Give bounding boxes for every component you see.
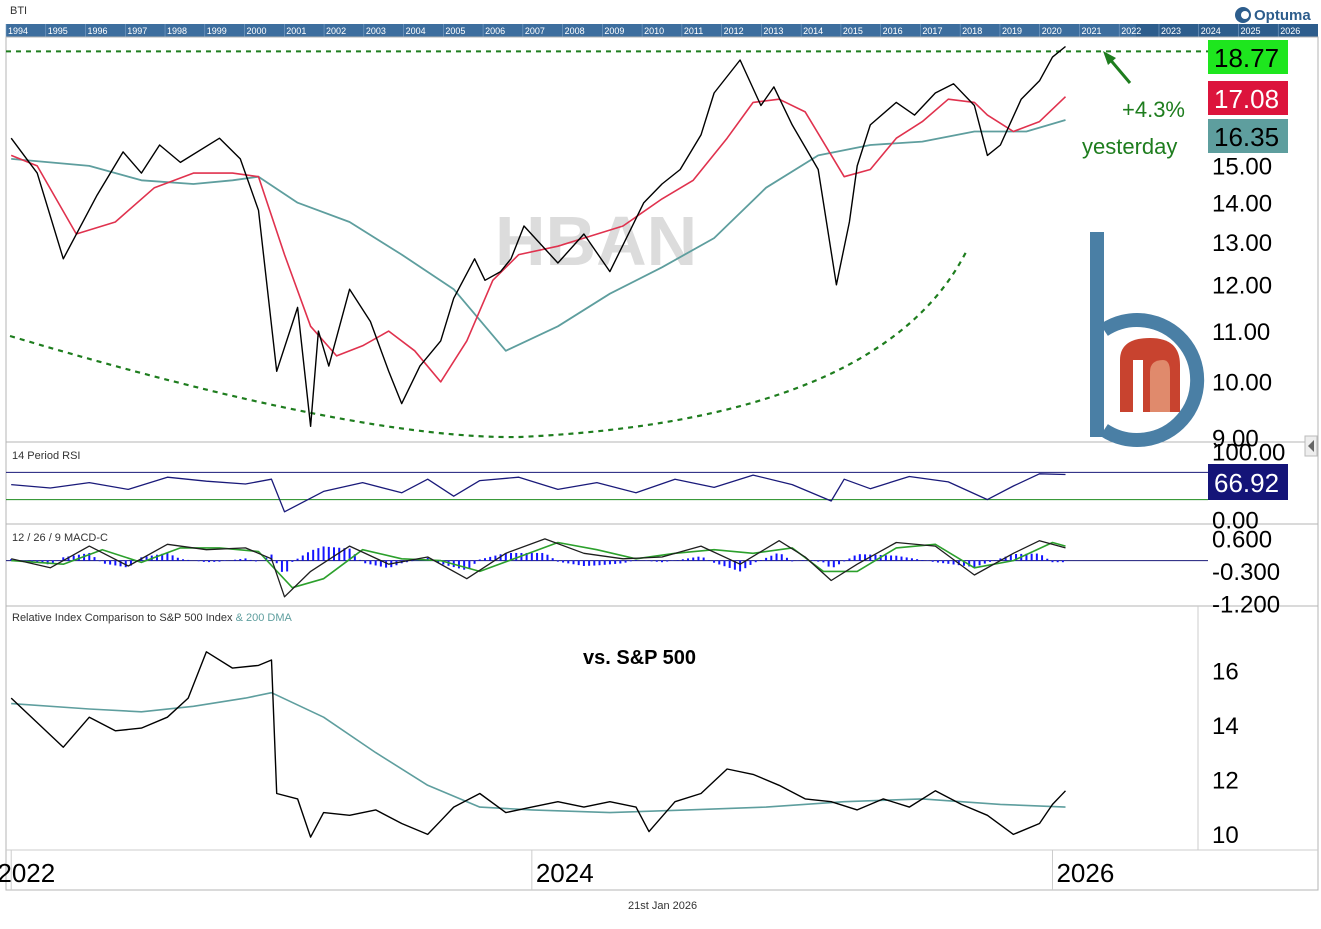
timeline-year: 2015	[843, 26, 863, 36]
rsi-label: 14 Period RSI	[12, 450, 80, 462]
timeline-year: 2025	[1240, 26, 1260, 36]
watermark: HBAN	[495, 202, 697, 280]
yesterday-annotation: yesterday	[1082, 134, 1177, 159]
macd-tick-label: 0.600	[1212, 526, 1272, 553]
timeline-year: 2026	[1280, 26, 1300, 36]
ma-short-line	[10, 96, 1067, 383]
timeline-year: 2017	[922, 26, 942, 36]
x-tick-label: 2024	[536, 858, 594, 888]
timeline-year: 2009	[604, 26, 624, 36]
timeline-year: 2011	[684, 26, 703, 36]
timeline-years: 1994 1995 1996 1997 1998 1999 2000 2001 2002 2003…	[5, 24, 1300, 37]
badge-ma-short-text: 17.08	[1214, 84, 1279, 114]
timeline-year: 1995	[48, 26, 68, 36]
timeline-year: 2001	[286, 26, 306, 36]
brand-name: Optuma	[1254, 7, 1311, 24]
brand-logo: Optuma	[1235, 7, 1311, 24]
timeline-year: 2020	[1042, 26, 1062, 36]
badge-last-price: 18.77	[1208, 40, 1288, 74]
badge-rsi: 66.92	[1208, 464, 1288, 500]
timeline-year: 2005	[445, 26, 465, 36]
price-layer	[6, 45, 1208, 439]
badge-ma-long: 16.35	[1208, 119, 1288, 153]
rsi-layer	[6, 471, 1208, 513]
rsi-panel	[5, 441, 1319, 525]
timeline-year: 2024	[1201, 26, 1221, 36]
relative-line	[10, 651, 1067, 838]
vs-annotation: vs. S&P 500	[583, 647, 696, 669]
timeline-year: 1999	[207, 26, 227, 36]
ma-long-line	[11, 119, 1066, 352]
macd-label: 12 / 26 / 9 MACD-C	[12, 532, 108, 544]
macd-tick-label: -0.300	[1212, 559, 1280, 586]
timeline-year: 2004	[406, 26, 426, 36]
symbol-label: BTI	[10, 5, 27, 17]
timeline-year: 2014	[803, 26, 823, 36]
rsi-tick-label: 100.00	[1212, 440, 1285, 467]
timeline-year: 2000	[247, 26, 267, 36]
badge-ma-long-text: 16.35	[1214, 122, 1279, 152]
relative-label: Relative Index Comparison to S&P 500 Ind…	[12, 612, 293, 624]
timeline-year: 1998	[167, 26, 187, 36]
hb-logo	[1090, 232, 1205, 447]
rounding-bottom-curve	[9, 251, 967, 439]
timeline-year: 2013	[763, 26, 783, 36]
badge-last-text: 18.77	[1214, 43, 1279, 73]
rsi-line	[11, 473, 1066, 513]
price-tick-label: 12.00	[1212, 272, 1272, 299]
price-tick-label: 13.00	[1212, 230, 1272, 257]
price-tick-label: 15.00	[1212, 154, 1272, 181]
price-tick-label: 10.00	[1212, 370, 1272, 397]
timeline-window[interactable]	[6, 24, 1136, 37]
badge-rsi-text: 66.92	[1214, 468, 1279, 498]
price-tick-label: 11.00	[1212, 319, 1270, 346]
relative-label-main: Relative Index Comparison to S&P 500 Ind…	[12, 612, 233, 624]
timeline-year: 2003	[366, 26, 386, 36]
macd-line	[11, 538, 1066, 598]
timeline-year: 2010	[644, 26, 664, 36]
chevron-left-icon	[1308, 440, 1314, 452]
price-line	[10, 45, 1066, 427]
macd-panel	[5, 523, 1319, 607]
price-tick-label: 14.00	[1212, 190, 1272, 217]
timeline-year: 2019	[1002, 26, 1022, 36]
badge-ma-short: 17.08	[1208, 81, 1288, 115]
timeline-year: 2021	[1081, 26, 1101, 36]
relative-tick-label: 14	[1212, 713, 1239, 740]
timeline-year: 1994	[8, 26, 28, 36]
macd-layer	[6, 538, 1208, 598]
rsi-tick-label: 0.00	[1212, 508, 1259, 535]
timeline-year: 2007	[525, 26, 545, 36]
timeline-year: 2006	[485, 26, 505, 36]
relative-panel	[5, 605, 1319, 891]
macd-tick-label: -1.200	[1212, 592, 1280, 619]
date-footer: 21st Jan 2026	[628, 900, 697, 912]
timeline-year: 2002	[326, 26, 346, 36]
relative-layer	[6, 606, 1318, 851]
timeline-year: 1997	[127, 26, 147, 36]
relative-tick-label: 10	[1212, 822, 1239, 849]
relative-ma-line	[11, 691, 1066, 814]
timeline-year: 2012	[724, 26, 744, 36]
scroll-handle[interactable]	[1304, 435, 1318, 457]
price-tick-label: 9.00	[1212, 426, 1259, 453]
pct-annotation: +4.3%	[1122, 97, 1185, 122]
timeline-year: 2018	[962, 26, 982, 36]
arrow-annotation	[1103, 51, 1132, 84]
relative-tick-label: 16	[1212, 659, 1239, 686]
timeline-year: 2022	[1121, 26, 1141, 36]
timeline-year: 1996	[88, 26, 108, 36]
timeline-year: 2016	[883, 26, 903, 36]
x-tick-label: 2022	[0, 858, 55, 888]
macd-signal-line	[11, 541, 1066, 589]
relative-label-ma: & 200 DMA	[233, 612, 293, 624]
timeline-year: 2023	[1161, 26, 1181, 36]
x-tick-label: 2026	[1056, 858, 1114, 888]
timeline-year: 2008	[565, 26, 585, 36]
relative-tick-label: 12	[1212, 768, 1239, 795]
